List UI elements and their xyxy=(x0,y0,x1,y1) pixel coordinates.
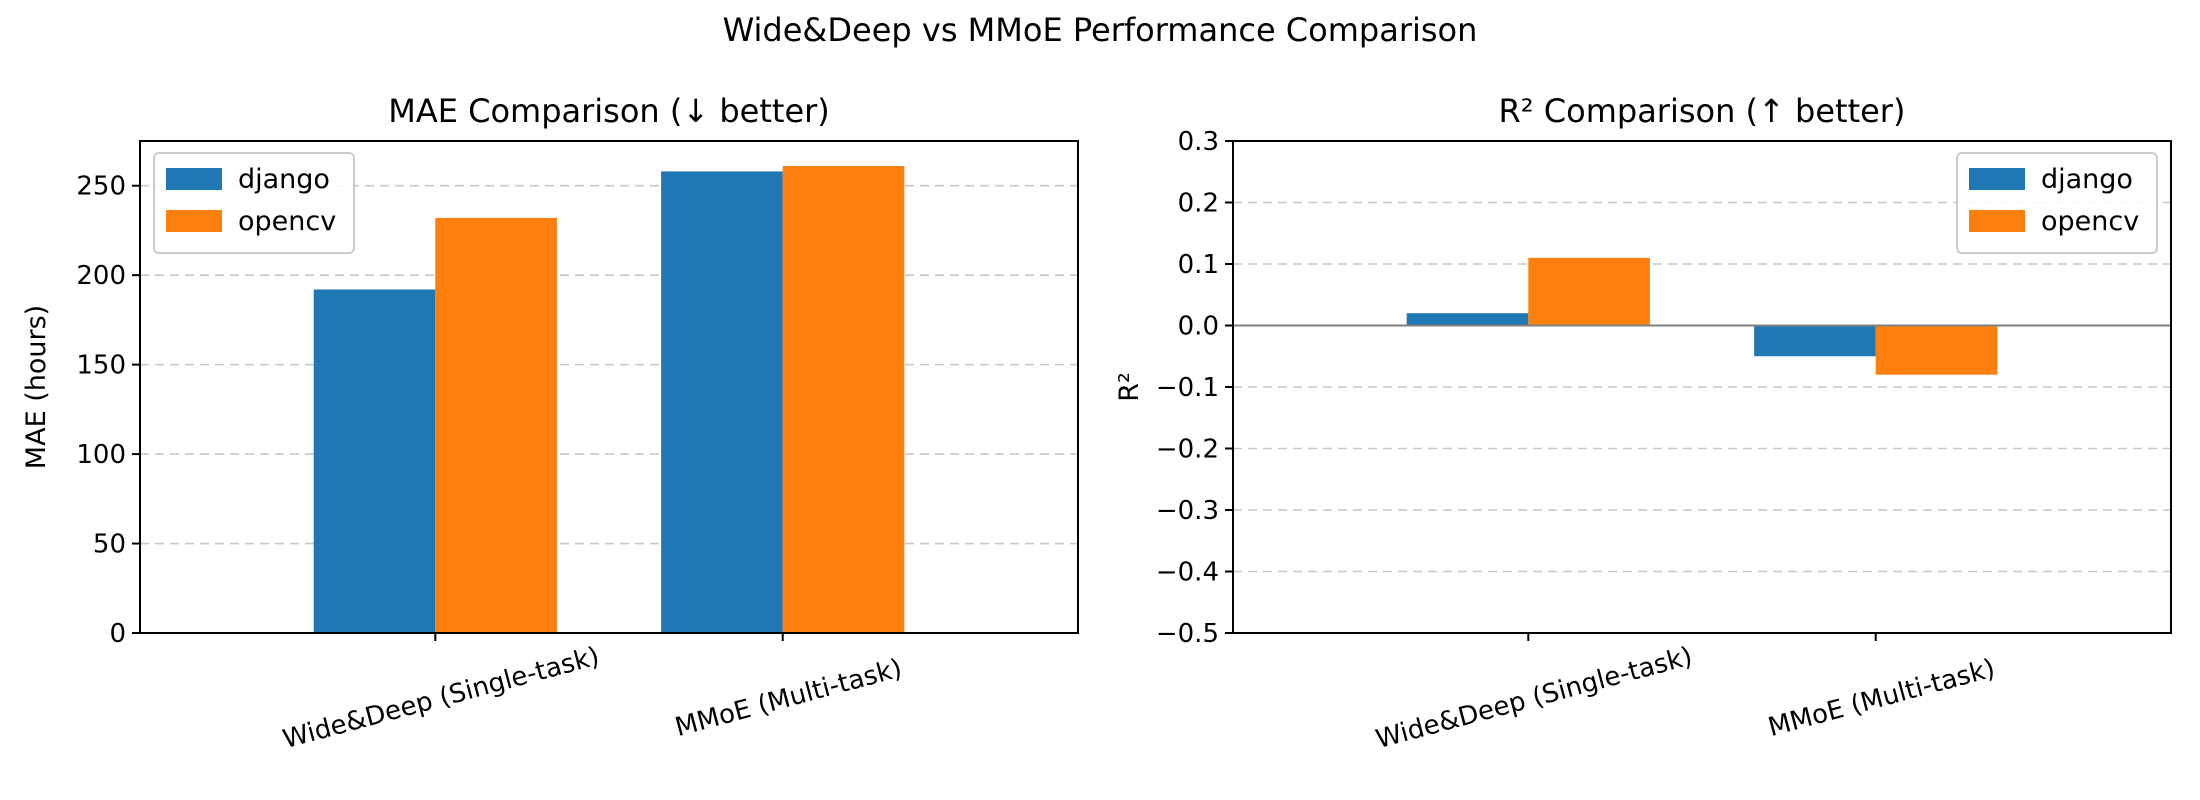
r2-xtick-label: Wide&Deep (Single-task) xyxy=(1373,642,1696,755)
mae-chart-panel: MAE Comparison (↓ better) 0 50 100 150 200 250… xyxy=(21,92,1079,755)
mae-legend-label-opencv: opencv xyxy=(238,206,336,237)
r2-bar-opencv-1 xyxy=(1875,325,1998,375)
r2-xtick-label: MMoE (Multi-task) xyxy=(1765,654,1998,743)
mae-bar-opencv-0 xyxy=(435,217,557,633)
mae-xtick-label: MMoE (Multi-task) xyxy=(672,654,905,743)
r2-ytick-label: 0.0 xyxy=(1178,312,1219,342)
mae-chart-title: MAE Comparison (↓ better) xyxy=(388,92,830,130)
mae-bar-django-1 xyxy=(661,171,783,633)
r2-y-axis-label: R² xyxy=(1114,372,1145,402)
r2-legend-label-opencv: opencv xyxy=(2041,206,2139,237)
r2-ytick-label: −0.4 xyxy=(1156,558,1219,588)
mae-legend-swatch-django xyxy=(166,168,222,190)
mae-ytick-label: 200 xyxy=(76,261,126,291)
mae-legend: django opencv xyxy=(153,152,355,254)
r2-ytick-label: −0.3 xyxy=(1156,496,1219,526)
r2-ytick-label: −0.1 xyxy=(1156,373,1219,403)
r2-bar-django-0 xyxy=(1406,313,1529,326)
mae-axes-frame xyxy=(139,140,1079,634)
mae-ytick-label: 150 xyxy=(76,351,126,381)
mae-bar-opencv-1 xyxy=(782,166,905,633)
r2-chart-panel: R² Comparison (↑ better) −0.5 −0.4 −0.3 −0.2… xyxy=(1114,92,2172,755)
r2-bar-opencv-0 xyxy=(1528,257,1650,326)
mae-y-axis-label: MAE (hours) xyxy=(21,305,52,469)
r2-ytick-label: 0.1 xyxy=(1178,250,1219,280)
mae-ytick-label: 100 xyxy=(76,440,126,470)
r2-legend-swatch-django xyxy=(1969,168,2025,190)
mae-legend-swatch-opencv xyxy=(166,210,222,232)
r2-ytick-label: 0.2 xyxy=(1178,189,1219,219)
mae-xtick-label: Wide&Deep (Single-task) xyxy=(280,642,603,755)
r2-bar-django-1 xyxy=(1754,325,1876,357)
r2-legend-swatch-opencv xyxy=(1969,210,2025,232)
r2-ytick-label: 0.3 xyxy=(1178,127,1219,157)
r2-legend: django opencv xyxy=(1956,152,2158,254)
mae-ytick-label: 0 xyxy=(109,619,126,649)
mae-legend-label-django: django xyxy=(238,164,330,195)
figure-suptitle: Wide&Deep vs MMoE Performance Comparison xyxy=(723,11,1478,49)
r2-ytick-label: −0.2 xyxy=(1156,435,1219,465)
r2-legend-label-django: django xyxy=(2041,164,2133,195)
mae-ytick-label: 250 xyxy=(76,172,126,202)
mae-ytick-label: 50 xyxy=(93,530,126,560)
r2-ytick-label: −0.5 xyxy=(1156,619,1219,649)
r2-chart-title: R² Comparison (↑ better) xyxy=(1499,92,1906,130)
mae-bar-django-0 xyxy=(313,289,436,633)
